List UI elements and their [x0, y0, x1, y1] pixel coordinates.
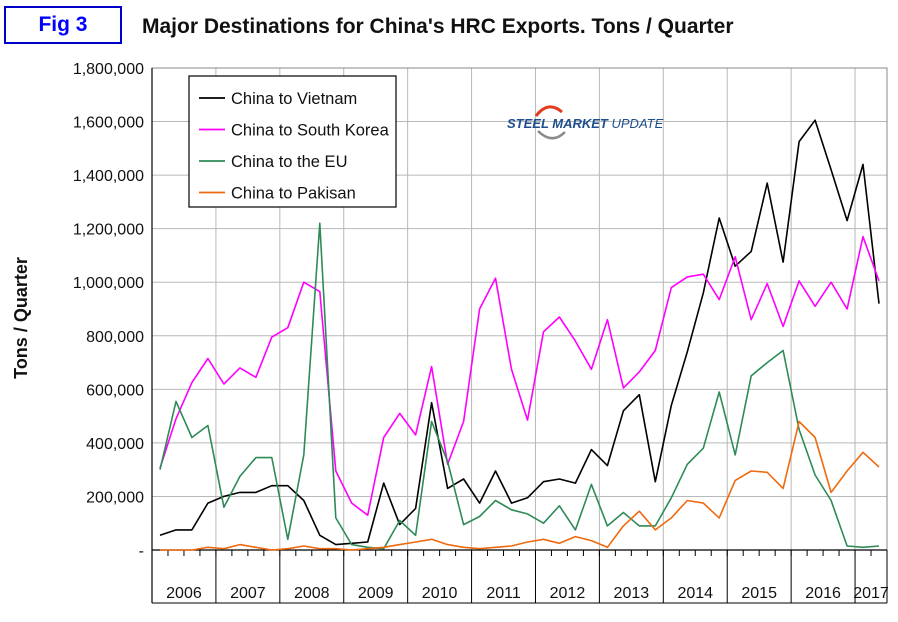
y-tick-label: 800,000: [86, 329, 144, 346]
y-tick-label: -: [139, 543, 144, 560]
legend-label-eu: China to the EU: [231, 153, 347, 171]
legend-label-pakistan: China to Pakisan: [231, 185, 356, 203]
x-tick-label: 2015: [741, 585, 777, 602]
y-tick-label: 200,000: [86, 489, 144, 506]
x-tick-label: 2012: [550, 585, 586, 602]
series-line-south_korea: [159, 235, 880, 517]
legend-label-south_korea: China to South Korea: [231, 122, 390, 140]
x-tick-label: 2007: [230, 585, 266, 602]
steel-market-update-logo: STEEL MARKET UPDATE: [507, 105, 664, 140]
series-line-eu: [159, 222, 880, 550]
x-tick-label: 2014: [677, 585, 713, 602]
logo-text: STEEL MARKET UPDATE: [507, 116, 664, 131]
y-tick-label: 1,400,000: [73, 168, 144, 185]
x-tick-label: 2016: [805, 585, 841, 602]
logo-swoosh-grey-icon: [537, 130, 566, 140]
series-line-pakistan: [160, 420, 880, 551]
y-tick-label: 1,000,000: [73, 275, 144, 292]
y-axis-label: Tons / Quarter: [11, 257, 31, 379]
x-tick-label: 2013: [614, 585, 650, 602]
x-tick-label: 2010: [422, 585, 458, 602]
legend-label-vietnam: China to Vietnam: [231, 90, 357, 108]
series-line-vietnam: [159, 119, 880, 546]
x-tick-label: 2011: [486, 585, 521, 602]
chart-title: Major Destinations for China's HRC Expor…: [142, 15, 734, 38]
y-tick-label: 400,000: [86, 436, 144, 453]
x-tick-label: 2008: [294, 585, 330, 602]
y-tick-label: 1,600,000: [73, 115, 144, 132]
x-tick-label: 2006: [166, 585, 202, 602]
y-tick-label: 1,200,000: [73, 222, 144, 239]
x-tick-label: 2017: [853, 585, 889, 602]
y-tick-label: 600,000: [86, 382, 144, 399]
x-tick-label: 2009: [358, 585, 394, 602]
figure-label: Fig 3: [4, 6, 122, 44]
logo-swoosh-icon: [534, 105, 563, 117]
y-tick-label: 1,800,000: [73, 61, 144, 78]
